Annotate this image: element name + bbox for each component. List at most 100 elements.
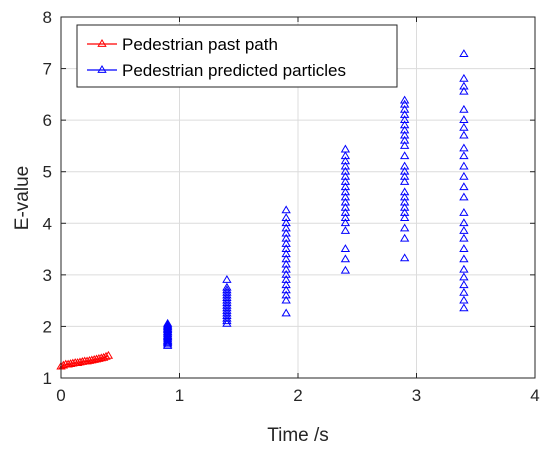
predicted-particle-point bbox=[459, 303, 469, 312]
predicted-particle-point bbox=[459, 73, 469, 82]
predicted-particle-point bbox=[222, 316, 232, 325]
x-tick-label: 4 bbox=[530, 386, 539, 405]
predicted-particle-point bbox=[162, 336, 173, 345]
predicted-particle-point bbox=[222, 290, 232, 299]
predicted-particle-point bbox=[340, 182, 351, 191]
predicted-particle-point bbox=[281, 259, 291, 268]
predicted-particle-point bbox=[162, 326, 173, 335]
legend-marker-sample bbox=[97, 65, 107, 73]
predicted-particle-point bbox=[459, 171, 469, 180]
predicted-particle-point bbox=[399, 104, 410, 113]
x-axis-title: Time /s bbox=[267, 425, 329, 446]
predicted-particle-point bbox=[222, 295, 232, 304]
predicted-particle-point bbox=[399, 151, 410, 160]
predicted-particle-point bbox=[399, 197, 410, 206]
predicted-particle-point bbox=[459, 295, 469, 304]
predicted-particle-point bbox=[459, 81, 469, 90]
predicted-particle-point bbox=[222, 298, 232, 307]
predicted-particle-point bbox=[340, 213, 351, 222]
data-layer bbox=[56, 49, 469, 370]
x-tick-label: 3 bbox=[412, 386, 421, 405]
predicted-particle-point bbox=[281, 285, 291, 294]
predicted-particle-point bbox=[399, 135, 410, 144]
predicted-particle-point bbox=[162, 331, 173, 340]
y-tick-label: 6 bbox=[43, 111, 52, 130]
y-tick-label: 7 bbox=[43, 60, 52, 79]
predicted-particle-point bbox=[281, 213, 291, 222]
past-path-point bbox=[103, 350, 114, 359]
predicted-particle-point bbox=[340, 202, 351, 211]
predicted-particle-point bbox=[162, 329, 173, 338]
predicted-particle-point bbox=[281, 264, 291, 273]
past-path-point bbox=[77, 357, 88, 365]
predicted-particle-point bbox=[222, 318, 232, 327]
y-tick-label: 2 bbox=[43, 317, 52, 336]
legend-label: Pedestrian predicted particles bbox=[122, 61, 346, 80]
predicted-particle-point bbox=[281, 280, 291, 289]
predicted-particle-point bbox=[399, 95, 410, 104]
predicted-particle-point bbox=[340, 171, 351, 180]
predicted-particle-point bbox=[399, 207, 410, 216]
predicted-particle-point bbox=[340, 265, 351, 274]
predicted-particle-point bbox=[281, 244, 291, 252]
y-tick-label: 1 bbox=[43, 369, 52, 388]
predicted-particle-point bbox=[459, 182, 469, 191]
predicted-particle-point bbox=[222, 275, 232, 283]
predicted-particle-point bbox=[340, 187, 351, 196]
predicted-particle-point bbox=[281, 275, 291, 283]
predicted-particle-point bbox=[281, 249, 291, 258]
predicted-particle-point bbox=[399, 177, 410, 185]
predicted-particle-point bbox=[281, 223, 291, 232]
predicted-particle-point bbox=[459, 143, 469, 152]
predicted-particle-point bbox=[459, 233, 469, 242]
predicted-particle-point bbox=[399, 99, 410, 108]
predicted-particle-point bbox=[281, 218, 291, 227]
predicted-particle-point bbox=[222, 300, 232, 309]
predicted-particle-point bbox=[340, 226, 351, 234]
predicted-particle-point bbox=[281, 228, 291, 237]
predicted-particle-point bbox=[340, 177, 351, 185]
x-tick-label: 0 bbox=[56, 386, 65, 405]
predicted-particle-point bbox=[340, 207, 351, 216]
predicted-particle-point bbox=[281, 290, 291, 299]
y-tick-label: 4 bbox=[43, 214, 52, 233]
predicted-particle-point bbox=[459, 207, 469, 216]
predicted-particle-point bbox=[459, 244, 469, 252]
predicted-particle-point bbox=[459, 272, 469, 281]
predicted-particle-point bbox=[340, 156, 351, 165]
predicted-particle-point bbox=[399, 110, 410, 118]
predicted-particle-point bbox=[340, 144, 351, 153]
predicted-particle-point bbox=[399, 130, 410, 139]
predicted-particle-point bbox=[459, 104, 469, 113]
predicted-particle-point bbox=[399, 166, 410, 175]
predicted-particle-point bbox=[340, 254, 351, 263]
predicted-particle-point bbox=[459, 115, 469, 124]
predicted-particle-point bbox=[340, 151, 351, 160]
predicted-particle-point bbox=[162, 321, 173, 330]
predicted-particle-point bbox=[222, 282, 232, 291]
predicted-particle-point bbox=[340, 161, 351, 170]
predicted-particle-point bbox=[459, 161, 469, 170]
predicted-particle-point bbox=[459, 151, 469, 160]
predicted-particle-point bbox=[281, 233, 291, 242]
predicted-particle-point bbox=[399, 223, 410, 232]
predicted-particle-point bbox=[399, 187, 410, 196]
predicted-particle-point bbox=[340, 218, 351, 227]
legend: Pedestrian past path Pedestrian predicted… bbox=[76, 24, 398, 88]
predicted-particle-point bbox=[281, 254, 291, 263]
y-tick-label: 3 bbox=[43, 266, 52, 285]
predicted-particle-point bbox=[459, 264, 469, 273]
predicted-particle-point bbox=[222, 311, 232, 320]
past-path-point bbox=[68, 358, 78, 367]
predicted-particle-point bbox=[399, 192, 410, 201]
predicted-particle-point bbox=[399, 213, 410, 222]
predicted-particle-point bbox=[399, 140, 410, 149]
y-tick-label: 8 bbox=[43, 8, 52, 27]
predicted-particle-point bbox=[459, 192, 469, 201]
predicted-particle-point bbox=[222, 287, 232, 296]
predicted-particle-point bbox=[459, 130, 469, 139]
predicted-particle-point bbox=[399, 125, 410, 134]
predicted-particle-point bbox=[340, 192, 351, 201]
predicted-particle-point bbox=[459, 218, 469, 227]
